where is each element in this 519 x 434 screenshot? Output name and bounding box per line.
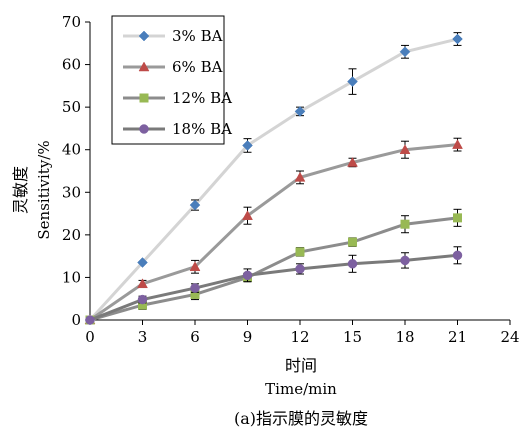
x-axis-label-cn: 时间 [285,356,317,375]
series-line [89,253,458,322]
data-point [399,144,411,154]
y-tick-label: 0 [71,311,81,329]
data-point [347,76,358,87]
data-point [137,278,148,289]
y-axis-label: Sensitivity/% [35,140,53,239]
data-point [294,106,306,117]
series-line [89,216,458,322]
data-point [348,237,357,247]
y-tick-label: 60 [62,56,81,74]
y-tick-label: 20 [62,226,81,244]
x-tick-label: 21 [448,328,467,346]
data-point [189,199,201,211]
data-point [347,259,358,269]
series-4 [85,246,463,325]
y-tick-label: 50 [62,98,81,116]
figure-caption: (a)指示膜的灵敏度 [234,409,368,428]
legend-marker [139,93,149,103]
data-point [452,250,463,261]
y-tick-label: 70 [62,13,81,31]
legend-marker [138,61,150,72]
series-line [89,143,458,322]
data-point [399,46,411,58]
data-point [347,156,358,167]
data-point [400,255,410,266]
x-tick-label: 6 [190,328,200,346]
data-point [137,294,148,305]
data-point [294,171,306,182]
data-point [242,140,253,151]
legend-label: 3% BA [172,27,223,45]
data-point [190,283,200,293]
x-tick-label: 24 [500,328,519,346]
data-point [242,210,253,220]
x-tick-label: 18 [395,328,414,346]
data-point [452,139,463,149]
x-axis-label: Time/min [265,380,337,398]
x-tick-label: 9 [243,328,253,346]
x-tick-label: 15 [343,328,362,346]
data-point [400,219,410,229]
series-layer [84,32,463,326]
legend-label: 18% BA [172,120,232,138]
y-axis-label-cn: 灵敏度 [11,166,30,214]
data-point [242,270,253,281]
y-tick-label: 40 [62,141,81,159]
data-point [295,247,305,257]
data-point [452,33,463,45]
legend-label: 6% BA [172,58,223,76]
legend-marker [138,30,150,42]
series-line [88,37,458,322]
data-point [453,213,462,223]
data-point [295,264,305,274]
y-tick-label: 30 [62,183,81,201]
legend-label: 12% BA [172,89,232,107]
x-tick-label: 12 [290,328,309,346]
x-tick-label: 3 [138,328,148,346]
data-point [85,315,95,325]
x-tick-label: 0 [85,328,95,346]
axes: 0 10 20 30 40 50 60 70 0 3 6 9 12 15 18 21 24 [62,13,519,346]
legend: 3% BA 6% BA 12% BA 18% BA [111,15,232,145]
legend-marker [139,124,149,134]
data-point [189,261,201,272]
y-tick-label: 10 [62,268,81,286]
data-point [137,257,148,268]
